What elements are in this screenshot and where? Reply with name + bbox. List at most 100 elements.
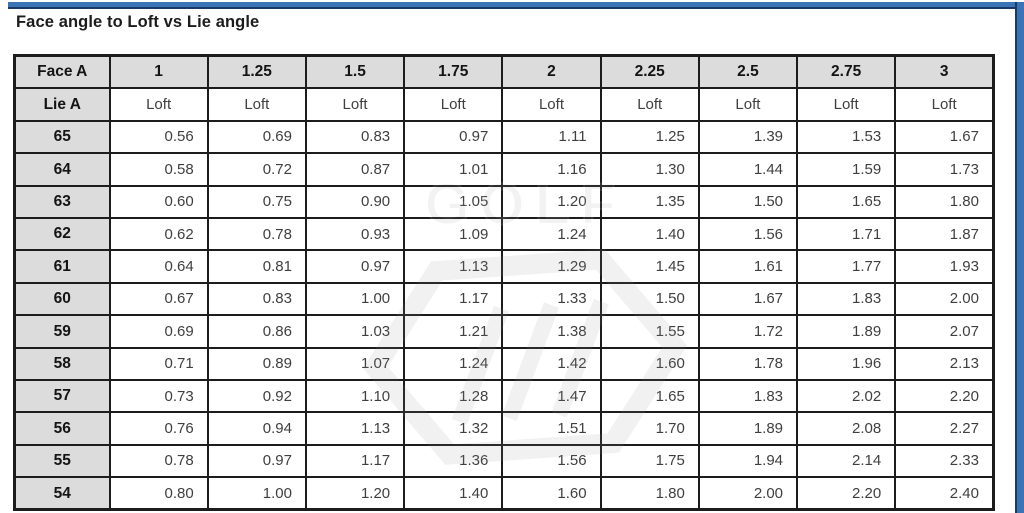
lie-angle-cell: 64 [13, 152, 111, 187]
loft-value-cell: 1.56 [501, 443, 602, 479]
loft-value-cell: 1.83 [697, 378, 799, 414]
face-angle-cell: 1.25 [206, 54, 307, 90]
loft-value-cell: 1.10 [304, 378, 406, 414]
loft-label-cell: Loft [304, 87, 406, 122]
loft-value-cell: 2.13 [894, 346, 995, 381]
loft-value-cell: 1.30 [599, 152, 700, 187]
loft-value-cell: 1.17 [304, 443, 406, 479]
loft-value-cell: 0.83 [206, 281, 307, 317]
face-angle-header-row: Face A 1 1.25 1.5 1.75 2 2.25 2.5 2.75 3 [13, 54, 995, 90]
lie-angle-row: 65 0.56 0.69 0.83 0.97 1.11 1.25 1.39 1.53 1.67 [13, 119, 995, 155]
loft-value-cell: 1.13 [403, 249, 504, 284]
loft-value-cell: 1.67 [697, 281, 799, 317]
loft-value-cell: 1.67 [894, 119, 995, 155]
lie-angle-cell: 60 [13, 281, 111, 317]
loft-value-cell: 1.56 [697, 216, 799, 252]
loft-value-cell: 0.97 [403, 119, 504, 155]
loft-value-cell: 1.00 [206, 476, 307, 511]
loft-value-cell: 1.80 [599, 476, 700, 511]
face-angle-cell: 1 [108, 54, 209, 90]
loft-value-cell: 0.62 [108, 216, 209, 252]
page-title: Face angle to Loft vs Lie angle [16, 13, 260, 31]
loft-value-cell: 1.21 [403, 314, 504, 349]
corner-face-a-cell: Face A [13, 54, 111, 90]
loft-value-cell: 0.69 [206, 119, 307, 155]
loft-table-head: Face A 1 1.25 1.5 1.75 2 2.25 2.5 2.75 3 Lie A Loft… [13, 54, 995, 122]
loft-label-cell: Loft [403, 87, 504, 122]
loft-value-cell: 2.08 [796, 411, 897, 446]
lie-angle-cell: 54 [13, 476, 111, 511]
face-angle-cell: 1.75 [403, 54, 504, 90]
loft-value-cell: 1.65 [796, 184, 897, 219]
loft-value-cell: 2.14 [796, 443, 897, 479]
loft-label-cell: Loft [108, 87, 209, 122]
lie-angle-row: 55 0.78 0.97 1.17 1.36 1.56 1.75 1.94 2.14 2.33 [13, 443, 995, 479]
loft-value-cell: 1.50 [697, 184, 799, 219]
loft-value-cell: 1.53 [796, 119, 897, 155]
loft-value-cell: 0.60 [108, 184, 209, 219]
lie-angle-cell: 65 [13, 119, 111, 155]
lie-angle-cell: 63 [13, 184, 111, 219]
loft-value-cell: 1.65 [599, 378, 700, 414]
loft-table-body: 65 0.56 0.69 0.83 0.97 1.11 1.25 1.39 1.53 1.67 64… [13, 119, 995, 511]
loft-value-cell: 1.83 [796, 281, 897, 317]
loft-value-cell: 2.20 [894, 378, 995, 414]
loft-value-cell: 1.07 [304, 346, 406, 381]
loft-value-cell: 1.28 [403, 378, 504, 414]
loft-value-cell: 0.93 [304, 216, 406, 252]
loft-value-cell: 1.39 [697, 119, 799, 155]
lie-angle-row: 61 0.64 0.81 0.97 1.13 1.29 1.45 1.61 1.77 1.93 [13, 249, 995, 284]
loft-value-cell: 1.75 [599, 443, 700, 479]
loft-value-cell: 1.94 [697, 443, 799, 479]
loft-value-cell: 1.78 [697, 346, 799, 381]
loft-value-cell: 0.97 [206, 443, 307, 479]
face-angle-cell: 2.75 [796, 54, 897, 90]
loft-value-cell: 0.78 [206, 216, 307, 252]
loft-value-cell: 1.72 [697, 314, 799, 349]
face-angle-cell: 2 [501, 54, 602, 90]
loft-value-cell: 1.89 [796, 314, 897, 349]
face-angle-cell: 2.5 [697, 54, 799, 90]
lie-angle-row: 62 0.62 0.78 0.93 1.09 1.24 1.40 1.56 1.71 1.87 [13, 216, 995, 252]
loft-value-cell: 1.05 [403, 184, 504, 219]
loft-subheader-row: Lie A Loft Loft Loft Loft Loft Loft Loft Loft Lof… [13, 87, 995, 122]
loft-value-cell: 1.55 [599, 314, 700, 349]
loft-value-cell: 1.89 [697, 411, 799, 446]
loft-value-cell: 1.80 [894, 184, 995, 219]
lie-angle-cell: 62 [13, 216, 111, 252]
lie-angle-cell: 59 [13, 314, 111, 349]
loft-value-cell: 0.97 [304, 249, 406, 284]
loft-value-cell: 1.29 [501, 249, 602, 284]
loft-value-cell: 1.24 [403, 346, 504, 381]
loft-value-cell: 1.38 [501, 314, 602, 349]
loft-value-cell: 0.80 [108, 476, 209, 511]
loft-value-cell: 0.56 [108, 119, 209, 155]
lie-angle-cell: 57 [13, 378, 111, 414]
lie-angle-row: 63 0.60 0.75 0.90 1.05 1.20 1.35 1.50 1.65 1.80 [13, 184, 995, 219]
loft-value-cell: 1.40 [599, 216, 700, 252]
loft-value-cell: 1.60 [501, 476, 602, 511]
lie-angle-row: 58 0.71 0.89 1.07 1.24 1.42 1.60 1.78 1.96 2.13 [13, 346, 995, 381]
loft-value-cell: 1.87 [894, 216, 995, 252]
loft-value-cell: 1.25 [599, 119, 700, 155]
loft-value-cell: 2.20 [796, 476, 897, 511]
loft-value-cell: 1.33 [501, 281, 602, 317]
loft-value-cell: 0.72 [206, 152, 307, 187]
lie-angle-cell: 56 [13, 411, 111, 446]
loft-value-cell: 1.59 [796, 152, 897, 187]
loft-label-cell: Loft [796, 87, 897, 122]
lie-angle-row: 59 0.69 0.86 1.03 1.21 1.38 1.55 1.72 1.89 2.07 [13, 314, 995, 349]
loft-value-cell: 1.20 [304, 476, 406, 511]
loft-value-cell: 0.89 [206, 346, 307, 381]
loft-value-cell: 0.73 [108, 378, 209, 414]
loft-value-cell: 1.20 [501, 184, 602, 219]
loft-value-cell: 1.01 [403, 152, 504, 187]
loft-value-cell: 0.71 [108, 346, 209, 381]
lie-angle-row: 64 0.58 0.72 0.87 1.01 1.16 1.30 1.44 1.59 1.73 [13, 152, 995, 187]
loft-value-cell: 0.69 [108, 314, 209, 349]
loft-value-cell: 1.40 [403, 476, 504, 511]
lie-angle-cell: 55 [13, 443, 111, 479]
loft-label-cell: Loft [206, 87, 307, 122]
lie-angle-row: 60 0.67 0.83 1.00 1.17 1.33 1.50 1.67 1.83 2.00 [13, 281, 995, 317]
lie-a-label-cell: Lie A [13, 87, 111, 122]
